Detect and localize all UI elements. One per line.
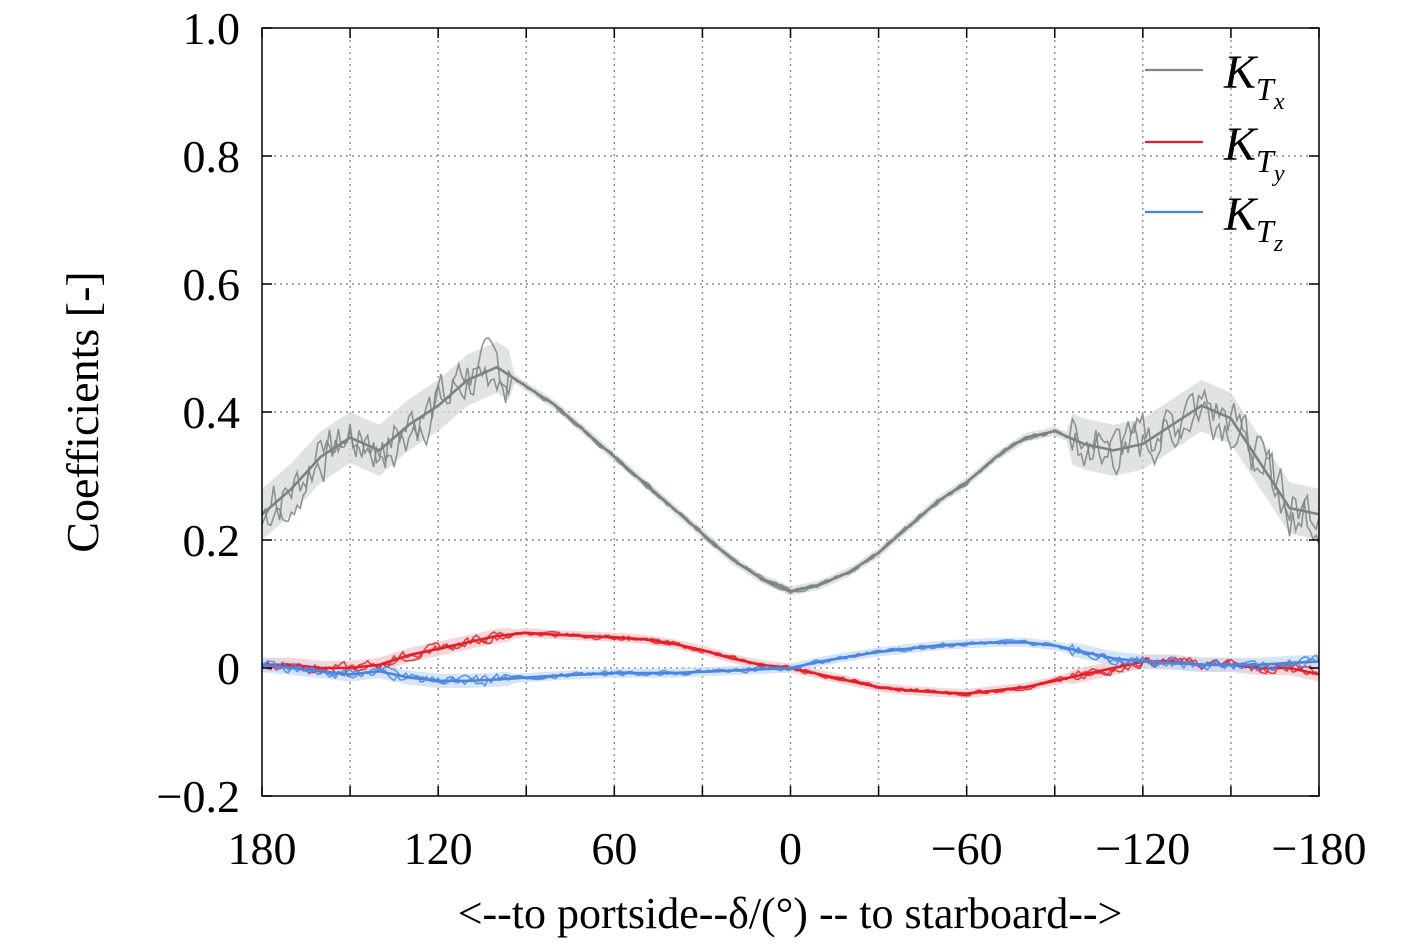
y-axis-label: Coefficients [-] — [57, 271, 108, 552]
series-lines — [261, 336, 1320, 697]
x-tick-label: 120 — [404, 823, 473, 874]
y-tick-label: 0 — [217, 643, 240, 694]
series-line — [261, 641, 1320, 683]
y-tick-label: 1.0 — [183, 3, 241, 54]
axis-ticks — [261, 27, 1320, 797]
x-tick-label: −60 — [931, 823, 1003, 874]
y-tick-labels: −0.2 0 0.2 0.4 0.6 0.8 1.0 — [157, 3, 240, 822]
series-band — [262, 637, 1319, 688]
legend-label: KTy — [1223, 118, 1285, 187]
x-tick-labels: 180 120 60 0 −60 −120 −180 — [228, 823, 1367, 874]
series-line — [261, 365, 1320, 593]
legend-label: KTx — [1223, 46, 1285, 115]
legend-label: KTz — [1223, 188, 1284, 257]
y-tick-label: 0.8 — [183, 131, 241, 182]
x-tick-label: −120 — [1095, 823, 1190, 874]
x-axis-label: <--to portside--δ/(°) -- to starboard--> — [458, 889, 1123, 938]
y-tick-label: 0.4 — [183, 387, 241, 438]
x-tick-label: −180 — [1272, 823, 1367, 874]
x-tick-label: 180 — [228, 823, 297, 874]
series-trace — [261, 361, 1320, 595]
x-tick-label: 60 — [591, 823, 637, 874]
y-tick-label: 0.2 — [183, 515, 241, 566]
y-tick-label: −0.2 — [157, 771, 240, 822]
y-tick-label: 0.6 — [183, 259, 241, 310]
series-band — [262, 341, 1319, 596]
x-tick-label: 0 — [779, 823, 802, 874]
